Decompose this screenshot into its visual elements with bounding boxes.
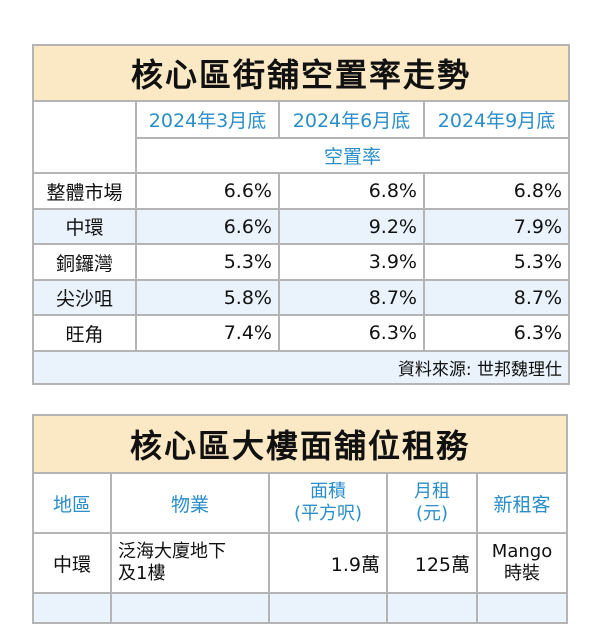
- source-note: 資料來源: 世邦魏理仕: [31, 350, 571, 385]
- value-cell: 7.4%: [135, 314, 280, 352]
- table-row: 中環 6.6% 9.2% 7.9%: [32, 208, 571, 245]
- value-cell: 5.3%: [422, 243, 571, 281]
- property-cell: 泛海大廈地下 及1樓: [110, 532, 270, 594]
- empty-cell: [32, 592, 112, 624]
- column-header: 月租 (元): [386, 472, 478, 534]
- value-cell: 6.6%: [135, 208, 280, 245]
- header-line: 月租: [414, 481, 450, 502]
- table-row: [32, 592, 569, 624]
- district-cell: 中環: [32, 532, 112, 594]
- district-cell: 旺角: [32, 314, 137, 352]
- tenant-line: Mango: [491, 541, 553, 562]
- lease-table: 核心區大樓面舖位租務 地區 物業 面積 (平方呎) 月租 (元) 新租客 中環 泛海…: [31, 414, 569, 624]
- value-cell: 6.3%: [422, 314, 571, 352]
- header-line: 面積: [310, 481, 346, 502]
- empty-cell: [268, 592, 388, 624]
- column-header: 2024年6月底: [278, 100, 425, 139]
- district-cell: 銅鑼灣: [32, 243, 137, 281]
- property-line: 及1樓: [118, 563, 166, 584]
- empty-cell: [386, 592, 478, 624]
- column-header: 2024年3月底: [135, 100, 280, 139]
- column-header: 面積 (平方呎): [268, 472, 388, 534]
- rent-cell: 125萬: [386, 532, 478, 594]
- table-title: 核心區街舖空置率走勢: [31, 44, 571, 102]
- subheader: 空置率: [134, 137, 571, 174]
- district-cell: 尖沙咀: [32, 279, 137, 316]
- value-cell: 6.6%: [135, 172, 280, 210]
- value-cell: 6.8%: [422, 172, 571, 210]
- value-cell: 8.7%: [278, 279, 425, 316]
- value-cell: 5.3%: [135, 243, 280, 281]
- column-header: 2024年9月底: [422, 100, 571, 139]
- column-header: 物業: [110, 472, 270, 534]
- tenant-cell: Mango 時裝: [475, 532, 569, 594]
- header-line: (元): [415, 503, 449, 524]
- value-cell: 9.2%: [278, 208, 425, 245]
- property-line: 泛海大廈地下: [118, 541, 226, 562]
- district-cell: 中環: [32, 208, 137, 245]
- empty-cell: [110, 592, 270, 624]
- column-header: 新租客: [475, 472, 569, 534]
- table-row: 銅鑼灣 5.3% 3.9% 5.3%: [32, 243, 571, 281]
- tenant-line: 時裝: [504, 563, 541, 584]
- column-header: 地區: [32, 472, 112, 534]
- empty-cell: [475, 592, 569, 624]
- empty-corner-cell: [32, 100, 137, 174]
- table-row: 尖沙咀 5.8% 8.7% 8.7%: [32, 279, 571, 316]
- district-cell: 整體市場: [32, 172, 137, 210]
- area-cell: 1.9萬: [268, 532, 388, 594]
- table-row: 旺角 7.4% 6.3% 6.3%: [32, 314, 571, 352]
- value-cell: 6.3%: [278, 314, 425, 352]
- table-title: 核心區大樓面舖位租務: [31, 414, 569, 474]
- value-cell: 6.8%: [278, 172, 425, 210]
- vacancy-rate-table: 核心區街舖空置率走勢 2024年3月底 2024年6月底 2024年9月底 空置…: [31, 44, 571, 385]
- header-line: (平方呎): [293, 503, 363, 524]
- table-row: 中環 泛海大廈地下 及1樓 1.9萬 125萬 Mango 時裝: [32, 532, 569, 594]
- value-cell: 8.7%: [422, 279, 571, 316]
- table-row: 整體市場 6.6% 6.8% 6.8%: [32, 172, 571, 210]
- value-cell: 3.9%: [278, 243, 425, 281]
- value-cell: 7.9%: [422, 208, 571, 245]
- value-cell: 5.8%: [135, 279, 280, 316]
